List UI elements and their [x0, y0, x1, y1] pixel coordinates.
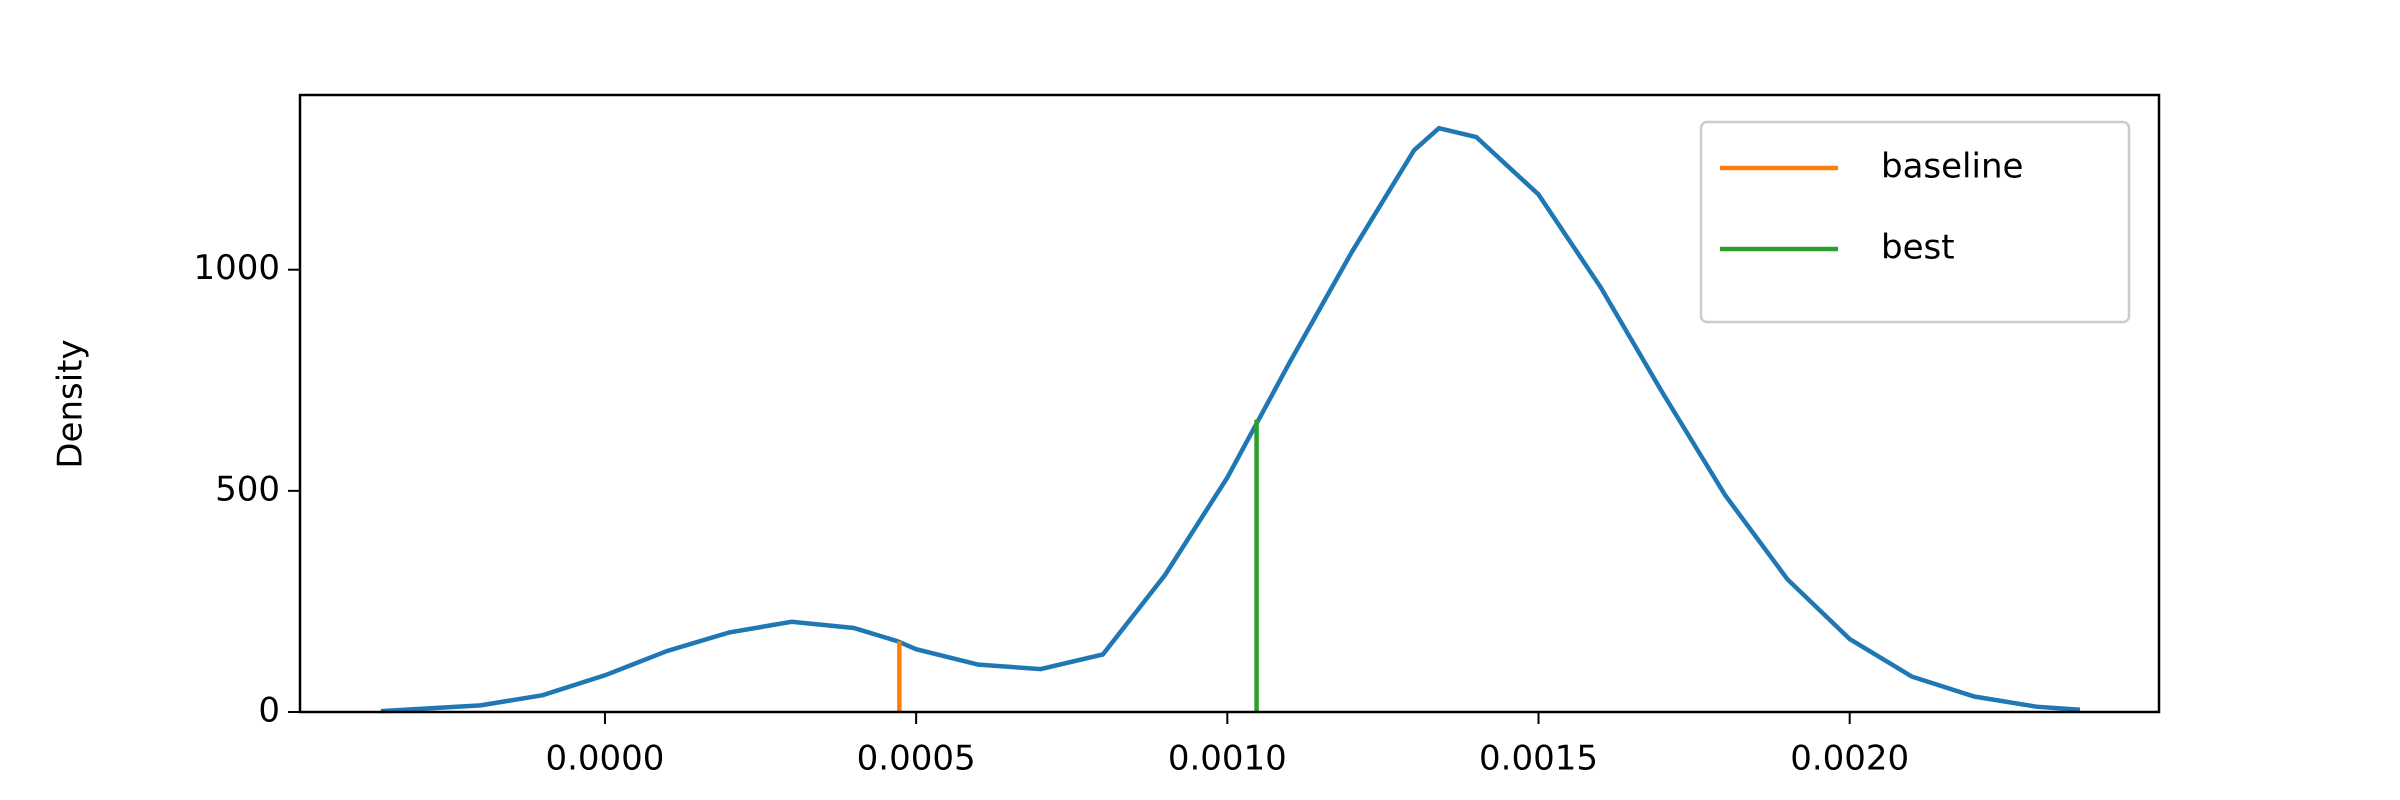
- legend-label: best: [1881, 228, 1955, 268]
- y-tick-label: 0: [258, 691, 280, 731]
- legend-label: baseline: [1881, 147, 2023, 187]
- x-tick-label: 0.0010: [1168, 739, 1287, 779]
- y-axis-label: Density: [51, 339, 91, 468]
- plot-frame: [298, 93, 2161, 714]
- y-tick-label: 500: [215, 469, 280, 509]
- x-tick-label: 0.0020: [1790, 739, 1909, 779]
- x-tick-label: 0.0015: [1479, 739, 1598, 779]
- legend-box: [1699, 120, 2131, 324]
- y-tick-label: 1000: [193, 248, 280, 288]
- x-tick-label: 0.0000: [545, 739, 664, 779]
- x-tick-label: 0.0005: [857, 739, 976, 779]
